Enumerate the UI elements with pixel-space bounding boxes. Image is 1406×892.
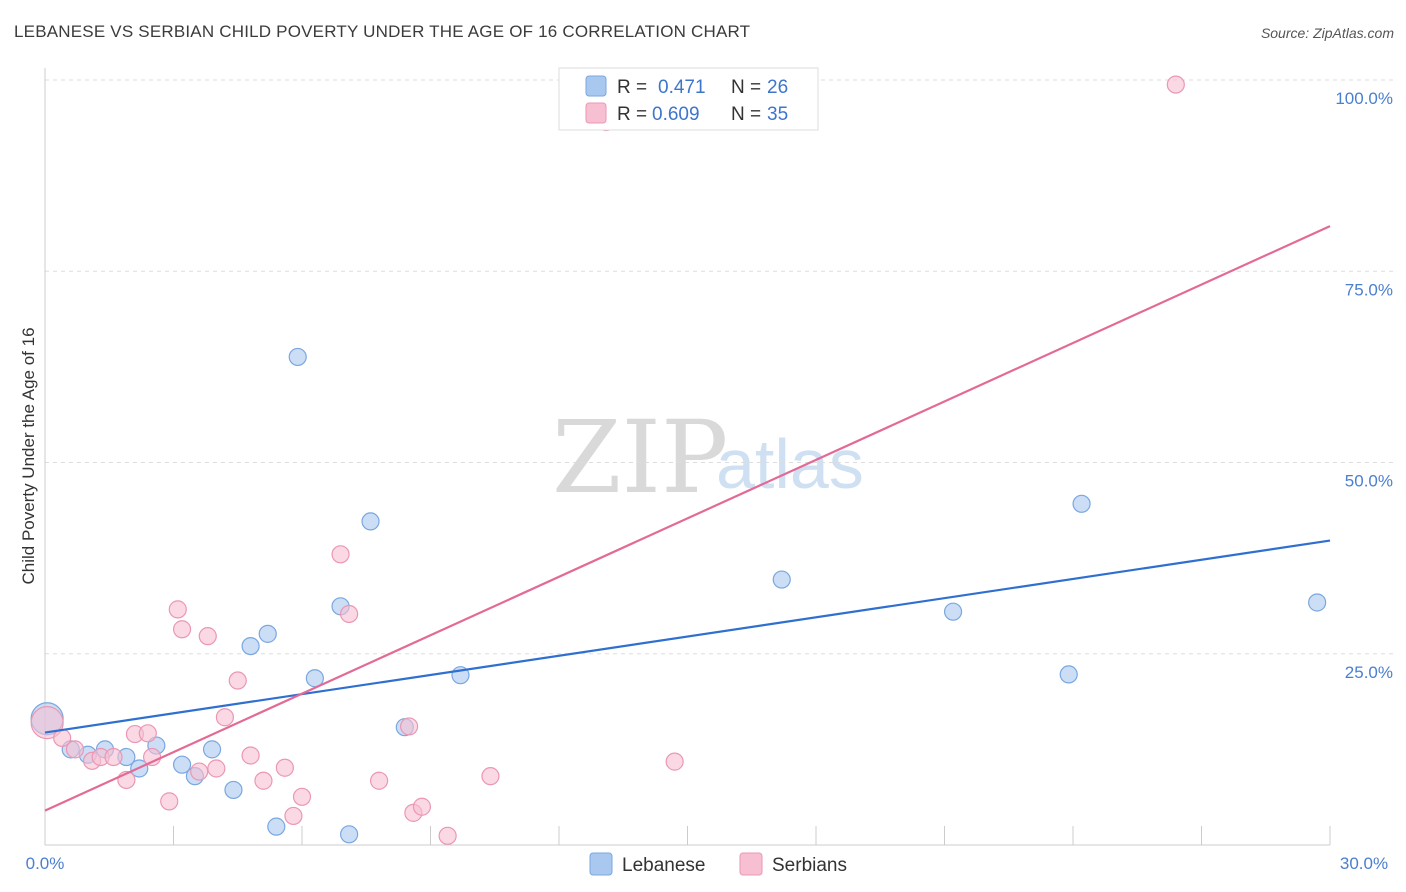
legend-n-value-lebanese: 26 [767,77,788,98]
x-tick-label-min: 0.0% [26,854,65,873]
x-tick-label-max: 30.0% [1340,854,1388,873]
serbian-point [172,620,192,639]
lebanese-point [361,512,380,531]
serbian-point [292,787,312,806]
serbian-point [331,545,350,564]
lebanese-point [267,817,286,836]
serbian-point [160,792,179,811]
serbian-trend-line [44,225,1331,812]
bottom-legend-label-serbians: Serbians [772,855,847,876]
serbian-point [340,604,359,624]
lebanese-point [224,780,243,800]
bottom-legend-swatch-serbians [739,852,763,876]
legend-r-value-lebanese: 0.471 [658,77,706,98]
legend-r-label-lebanese: R = [617,77,647,98]
legend-r-label-serbians: R = [617,104,647,125]
serbian-point [665,752,684,771]
lebanese-point [772,570,791,589]
lebanese-point [943,602,963,621]
serbian-point [215,708,234,727]
serbian-point [190,762,209,781]
serbian-point [275,758,294,777]
bottom-legend: Lebanese Serbians [589,852,847,876]
lebanese-point [202,740,222,759]
watermark-zip: ZIP [552,399,728,516]
trend-lines [44,225,1331,812]
lebanese-point [172,755,192,774]
y-tick-label: 25.0% [1345,663,1393,682]
lebanese-point [1059,665,1078,684]
y-tick-labels: 25.0% 50.0% 75.0% 100.0% [1335,89,1393,682]
y-axis-label: Child Poverty Under the Age of 16 [19,327,38,584]
data-points [30,75,1327,845]
lebanese-point [241,636,260,656]
serbian-point [198,627,217,646]
serbian-point [241,746,260,765]
lebanese-point [258,624,277,643]
lebanese-point [288,347,307,367]
source-credit: Source: ZipAtlas.com [1260,25,1394,41]
y-tick-label: 50.0% [1345,472,1393,491]
legend-swatch-lebanese [585,75,607,97]
serbian-point [254,771,273,790]
watermark-atlas: atlas [716,425,864,503]
legend-n-label-serbians: N = [731,104,761,125]
serbian-point [228,671,247,690]
chart-title: LEBANESE VS SERBIAN CHILD POVERTY UNDER … [14,22,751,41]
grid [45,79,1395,655]
x-ticks [173,826,1331,845]
bottom-legend-label-lebanese: Lebanese [622,855,705,876]
serbian-point [412,797,432,816]
legend-r-value-serbians: 0.609 [652,104,700,125]
lebanese-point [1308,593,1327,612]
top-legend: R = 0.471 N = 26 R = 0.609 N = 35 [558,67,819,131]
serbian-point [438,826,457,845]
serbian-point [1166,75,1185,94]
serbian-point [168,600,187,619]
lebanese-point [1072,494,1091,513]
serbian-point [370,771,389,790]
y-tick-label: 100.0% [1335,89,1393,108]
serbian-point [284,806,303,826]
watermark: ZIP atlas [552,399,864,516]
serbian-point [104,747,123,767]
serbian-point [399,717,419,736]
serbian-point [138,724,157,743]
serbian-point [207,759,226,778]
legend-n-label-lebanese: N = [731,77,761,98]
serbian-point [481,767,500,786]
serbian-point [65,740,85,759]
legend-n-value-serbians: 35 [767,104,788,125]
bottom-legend-swatch-lebanese [589,852,613,876]
legend-swatch-serbians [585,102,607,124]
lebanese-point [340,825,359,844]
y-tick-label: 75.0% [1345,280,1393,299]
lebanese-trend-line [44,539,1331,734]
